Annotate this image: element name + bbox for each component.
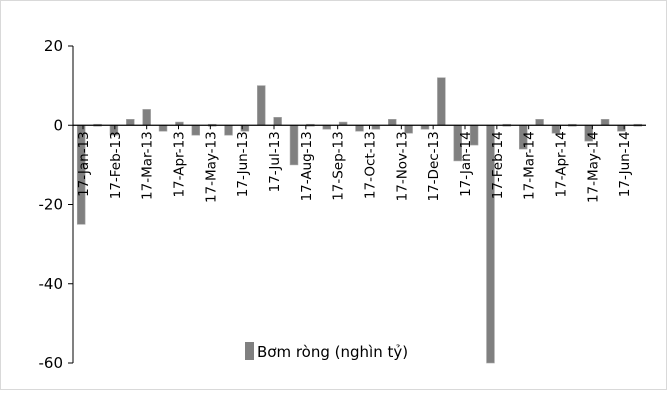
y-tick-label: 0 xyxy=(53,116,63,134)
bar xyxy=(600,119,610,126)
x-tick-label: 17-Aug-13 xyxy=(299,131,315,201)
y-tick-label: -60 xyxy=(39,354,64,372)
bar xyxy=(257,85,266,126)
x-tick-label: 17-Jun-14 xyxy=(617,131,633,197)
x-tick-label: 17-May-14 xyxy=(585,131,601,203)
x-tick-label: 17-Sep-13 xyxy=(331,131,347,201)
bar xyxy=(224,124,233,136)
legend-label: Bơm ròng (nghìn tỷ) xyxy=(257,343,408,361)
bar xyxy=(535,119,544,126)
bar xyxy=(289,124,299,166)
x-tick-label: 17-Apr-14 xyxy=(554,131,570,197)
bar xyxy=(142,109,151,126)
legend-swatch xyxy=(245,342,254,360)
x-tick-label: 17-Jan-14 xyxy=(458,131,474,197)
x-tick-label: 17-Feb-14 xyxy=(490,131,506,199)
x-tick-label: 17-Oct-13 xyxy=(363,131,379,199)
x-tick-label: 17-Jun-13 xyxy=(235,131,251,197)
bar xyxy=(437,77,446,126)
x-tick-label: 17-Jan-13 xyxy=(76,131,92,197)
y-tick-label: -20 xyxy=(39,196,64,214)
bar xyxy=(355,124,364,132)
x-tick-label: 17-Apr-13 xyxy=(172,131,188,197)
y-tick-label: -40 xyxy=(39,275,64,293)
x-tick-label: 17-Mar-14 xyxy=(522,131,538,200)
legend: Bơm ròng (nghìn tỷ) xyxy=(245,342,408,361)
x-tick-label: 17-Mar-13 xyxy=(140,131,156,200)
x-tick-label: 17-Jul-13 xyxy=(267,131,283,192)
bar xyxy=(126,119,135,126)
y-axis: 20 0 -20 -40 -60 xyxy=(39,37,74,372)
bars-group xyxy=(76,77,643,364)
bar xyxy=(191,124,201,136)
bar xyxy=(158,124,168,132)
x-tick-label: 17-May-13 xyxy=(203,131,219,203)
x-tick-label: 17-Feb-13 xyxy=(108,131,124,199)
x-axis: 17-Jan-13 17-Feb-13 17-Mar-13 17-Apr-13 17-M… xyxy=(73,124,646,203)
bar xyxy=(273,117,282,126)
x-tick-label: 17-Dec-13 xyxy=(426,131,442,201)
x-tick-label: 17-Nov-13 xyxy=(394,131,410,201)
y-tick-label: 20 xyxy=(44,37,63,55)
bar xyxy=(388,119,397,126)
